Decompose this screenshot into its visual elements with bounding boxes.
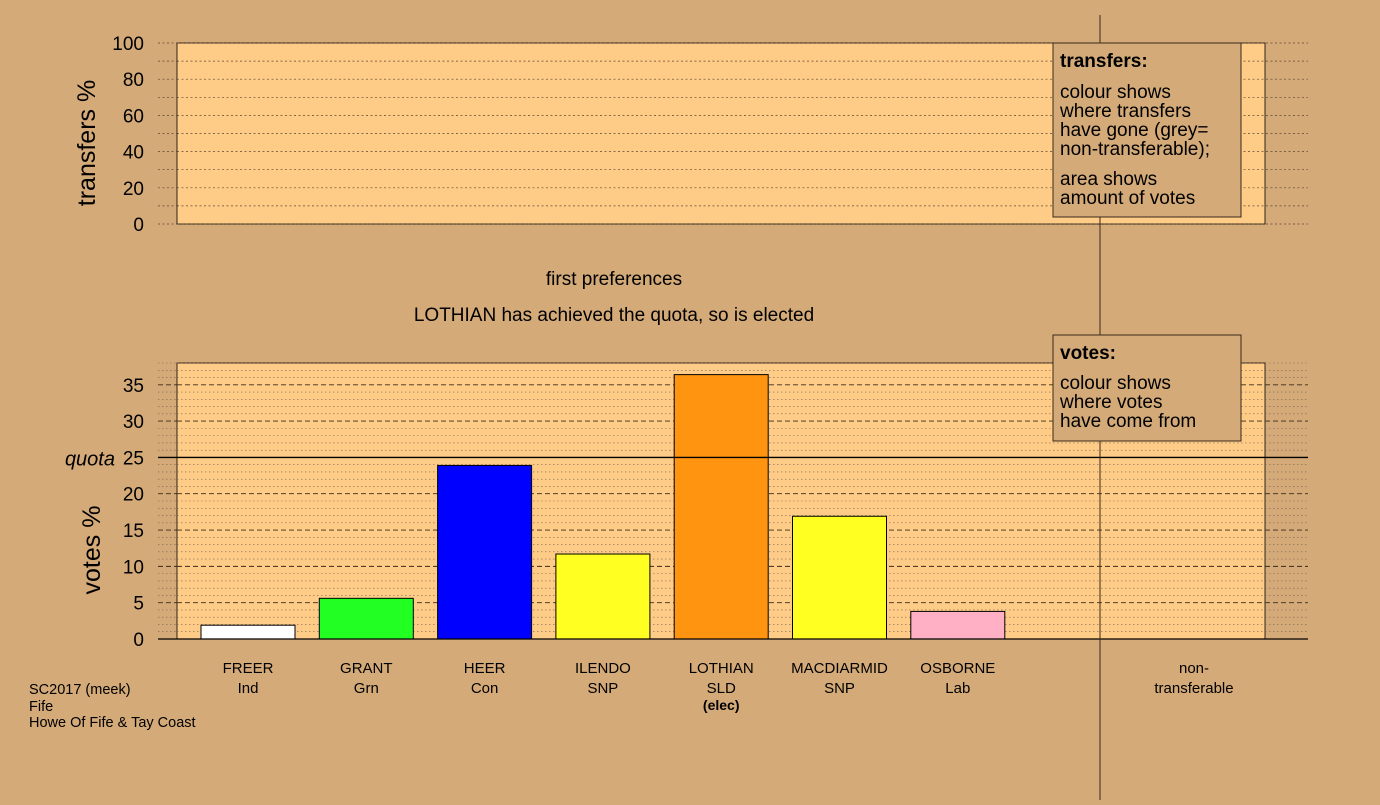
votes-legend-title: votes: <box>1060 343 1116 364</box>
candidate-name-label: OSBORNE <box>920 660 995 677</box>
transfers-legend-title: transfers: <box>1060 51 1148 72</box>
bar-heer <box>437 464 533 640</box>
candidate-party-label: Grn <box>354 680 379 697</box>
footer-council: Fife <box>29 698 54 715</box>
candidate-name-label: LOTHIAN <box>689 660 754 677</box>
bar-lothian <box>673 374 769 640</box>
transfers-legend-text: colour shows <box>1060 82 1171 103</box>
votes-tick-label: 5 <box>133 594 144 615</box>
candidate-party-label: SLD <box>707 680 736 697</box>
non-transferable-label-line2: transferable <box>1154 680 1233 697</box>
bar-osborne <box>910 610 1006 640</box>
votes-y-axis-label: votes % <box>78 506 106 595</box>
bar-freer <box>200 624 296 640</box>
transfers-legend-text: where transfers <box>1059 101 1191 122</box>
candidate-name-label: FREER <box>223 660 274 677</box>
votes-legend-text: where votes <box>1059 392 1162 413</box>
election-footer: SC2017 (meek) Fife Howe Of Fife & Tay Co… <box>29 682 196 732</box>
transfers-y-axis-label: transfers % <box>73 80 101 206</box>
transfers-tick-label: 80 <box>123 70 144 91</box>
footer-election: SC2017 (meek) <box>29 682 131 698</box>
candidate-party-label: SNP <box>824 680 855 697</box>
transfers-tick-label: 0 <box>133 215 144 236</box>
bar-macdiarmid <box>792 515 887 640</box>
transfers-legend-text: non-transferable); <box>1060 139 1210 160</box>
footer-ward: Howe Of Fife & Tay Coast <box>29 715 196 731</box>
votes-tick-label: 10 <box>123 557 144 578</box>
transfers-legend-text: area shows <box>1060 169 1157 190</box>
candidate-status-label: (elec) <box>703 697 740 713</box>
candidate-name-label: GRANT <box>340 660 393 677</box>
votes-legend-text: have come from <box>1060 411 1196 432</box>
non-transferable-label-line1: non- <box>1179 660 1209 677</box>
votes-tick-label: 25 <box>123 448 144 469</box>
votes-tick-label: 30 <box>123 412 144 433</box>
quota-label: quota <box>65 448 115 470</box>
bar-ilendo <box>555 553 651 640</box>
transfers-legend-text: have gone (grey= <box>1060 120 1208 141</box>
votes-legend-box <box>1052 334 1242 442</box>
votes-tick-label: 20 <box>123 485 144 506</box>
transfers-legend-box <box>1052 42 1242 218</box>
stage-caption: first preferences <box>546 269 682 290</box>
transfers-tick-label: 20 <box>123 179 144 200</box>
candidate-party-label: Ind <box>238 680 259 697</box>
candidate-name-label: ILENDO <box>575 660 631 677</box>
transfers-tick-label: 40 <box>123 143 144 164</box>
votes-tick-label: 35 <box>123 376 144 397</box>
candidate-party-label: SNP <box>587 680 618 697</box>
candidate-party-label: Con <box>471 680 499 697</box>
votes-tick-label: 15 <box>123 521 144 542</box>
status-caption: LOTHIAN has achieved the quota, so is el… <box>414 305 814 326</box>
candidate-name-label: HEER <box>464 660 506 677</box>
transfers-tick-label: 100 <box>112 34 144 55</box>
candidate-name-label: MACDIARMID <box>791 660 888 677</box>
transfers-legend-text: amount of votes <box>1060 188 1195 209</box>
transfers-tick-label: 60 <box>123 106 144 127</box>
bar-grant <box>318 597 414 640</box>
votes-tick-label: 0 <box>133 630 144 651</box>
candidate-party-label: Lab <box>945 680 970 697</box>
votes-legend-text: colour shows <box>1060 373 1171 394</box>
